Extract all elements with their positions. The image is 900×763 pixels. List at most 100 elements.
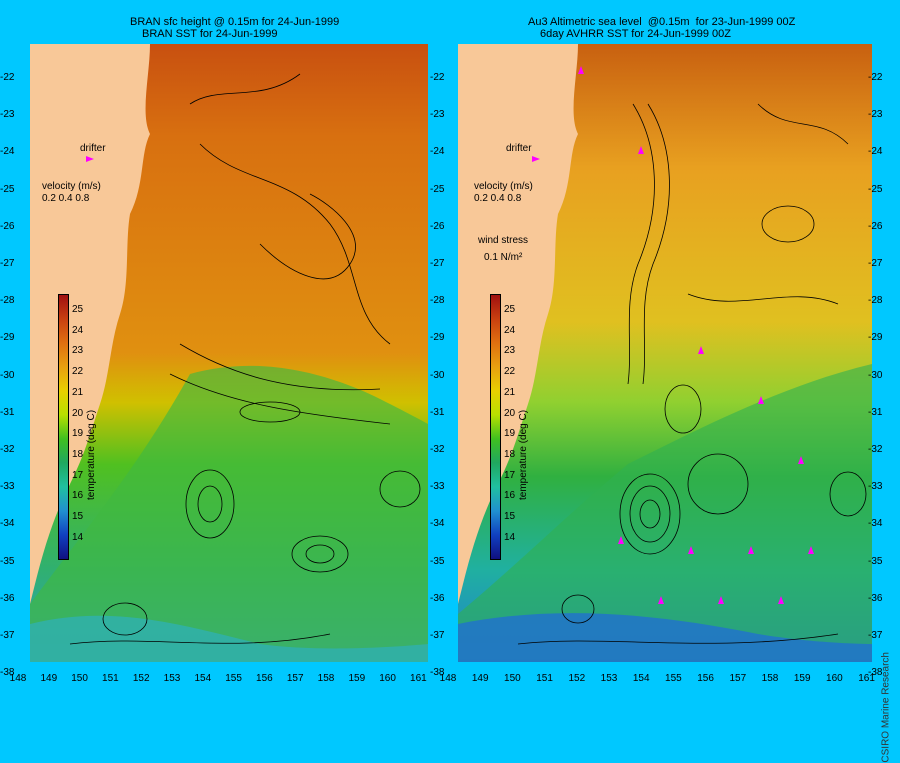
y-tick-label: -23 <box>430 109 445 121</box>
x-tick-label: 159 <box>793 673 811 684</box>
x-tick-label: 160 <box>379 673 396 684</box>
y-tick-label: -36 <box>430 592 445 604</box>
y-tick-label: -26 <box>868 220 883 232</box>
x-tick-label: 156 <box>697 673 714 684</box>
drifter-icon <box>86 156 94 162</box>
x-tick-label: 156 <box>256 673 273 684</box>
y-tick-label: -34 <box>430 518 445 530</box>
x-tick-label: 154 <box>632 673 650 684</box>
colorbar-tick: 23 <box>72 345 84 357</box>
colorbar-tick: 24 <box>72 324 84 336</box>
x-tick-label: 157 <box>729 673 747 684</box>
x-tick-label: 160 <box>826 673 843 684</box>
left-map: drifter velocity (m/s) 0.2 0.4 0.8 <box>30 44 428 662</box>
wind-stress-label: wind stress <box>477 235 528 246</box>
y-tick-label: -22 <box>0 72 15 83</box>
right-map-panel: drifter velocity (m/s) 0.2 0.4 0.8 wind … <box>458 44 872 662</box>
y-tick-label: -26 <box>430 220 445 232</box>
colorbar-tick: 22 <box>72 366 84 378</box>
y-tick-label: -38 <box>430 667 445 679</box>
y-tick-label: -35 <box>0 555 15 567</box>
y-tick-label: -36 <box>868 592 883 604</box>
colorbar-tick: 23 <box>504 345 516 357</box>
colorbar-tick: 19 <box>72 428 84 440</box>
x-tick-label: 153 <box>163 673 181 684</box>
colorbar-tick: 16 <box>72 490 84 502</box>
colorbar-tick: 18 <box>72 448 84 460</box>
colorbar-tick: 22 <box>504 366 516 378</box>
y-tick-label: -30 <box>868 369 883 381</box>
y-tick-label: -37 <box>0 630 15 641</box>
credit-text: CSIRO Marine Research <box>881 652 892 763</box>
x-tick-label: 155 <box>225 673 242 684</box>
x-tick-label: 148 <box>439 673 457 684</box>
y-tick-label: -35 <box>868 555 883 567</box>
x-tick-label: 154 <box>194 673 212 684</box>
x-tick-label: 152 <box>132 673 150 684</box>
right-velocity-label: velocity (m/s) <box>474 181 533 192</box>
colorbar-tick: 15 <box>504 511 516 522</box>
colorbar-tick: 25 <box>72 304 84 315</box>
x-tick-label: 151 <box>536 673 553 684</box>
y-tick-label: -32 <box>430 444 445 455</box>
x-tick-label: 148 <box>9 673 27 684</box>
y-tick-label: -37 <box>430 630 445 641</box>
y-tick-label: -29 <box>0 332 15 344</box>
y-tick-label: -28 <box>430 295 445 307</box>
left-drifter-label: drifter <box>80 143 106 154</box>
y-tick-label: -27 <box>430 258 445 269</box>
y-tick-label: -27 <box>868 258 883 269</box>
y-tick-label: -25 <box>868 183 883 195</box>
y-tick-label: -31 <box>0 406 15 418</box>
y-tick-label: -30 <box>0 369 15 381</box>
x-tick-label: 149 <box>471 673 489 684</box>
x-tick-label: 161 <box>858 673 875 684</box>
y-tick-label: -34 <box>868 518 883 530</box>
y-tick-label: -25 <box>0 183 15 195</box>
y-tick-label: -28 <box>868 295 883 307</box>
right-title: Au3 Altimetric sea level @0.15m for 23-J… <box>528 16 796 28</box>
y-tick-label: -38 <box>868 667 883 679</box>
y-tick-label: -29 <box>868 332 883 344</box>
right-colorbar-title: temperature (deg C) <box>518 409 529 500</box>
y-tick-label: -28 <box>0 295 15 307</box>
y-tick-label: -24 <box>430 146 445 158</box>
y-tick-label: -31 <box>868 406 883 418</box>
right-colorbar <box>490 294 501 560</box>
colorbar-tick: 15 <box>72 511 84 522</box>
y-tick-label: -22 <box>430 72 445 83</box>
left-velocity-scale: 0.2 0.4 0.8 <box>42 193 90 204</box>
x-tick-label: 151 <box>102 673 119 684</box>
x-tick-label: 157 <box>286 673 304 684</box>
colorbar-tick: 19 <box>504 428 516 440</box>
colorbar-tick: 25 <box>504 304 516 315</box>
right-map: drifter velocity (m/s) 0.2 0.4 0.8 wind … <box>458 44 872 662</box>
y-tick-label: -27 <box>0 258 15 269</box>
x-tick-label: 158 <box>317 673 335 684</box>
colorbar-tick: 14 <box>504 531 516 543</box>
y-tick-label: -23 <box>868 109 883 121</box>
y-tick-label: -26 <box>0 220 15 232</box>
y-tick-label: -33 <box>868 481 883 493</box>
y-tick-label: -23 <box>0 109 15 121</box>
y-tick-label: -25 <box>430 183 445 195</box>
y-tick-label: -37 <box>868 630 883 641</box>
colorbar-tick: 16 <box>504 490 516 502</box>
colorbar-tick: 17 <box>72 469 84 481</box>
left-subtitle: BRAN SST for 24-Jun-1999 <box>142 28 278 40</box>
y-tick-label: -33 <box>0 481 15 493</box>
colorbar-tick: 24 <box>504 324 516 336</box>
x-tick-label: 149 <box>40 673 58 684</box>
colorbar-tick: 21 <box>504 386 516 398</box>
x-tick-label: 150 <box>71 673 88 684</box>
colorbar-tick: 20 <box>504 407 516 419</box>
x-tick-label: 152 <box>568 673 586 684</box>
wind-stress-scale: 0.1 N/m² <box>484 252 523 263</box>
left-colorbar <box>58 294 69 560</box>
colorbar-tick: 20 <box>72 407 84 419</box>
x-tick-label: 150 <box>504 673 521 684</box>
left-velocity-label: velocity (m/s) <box>42 181 101 192</box>
x-tick-label: 159 <box>348 673 366 684</box>
x-tick-label: 161 <box>410 673 427 684</box>
y-tick-label: -30 <box>430 369 445 381</box>
